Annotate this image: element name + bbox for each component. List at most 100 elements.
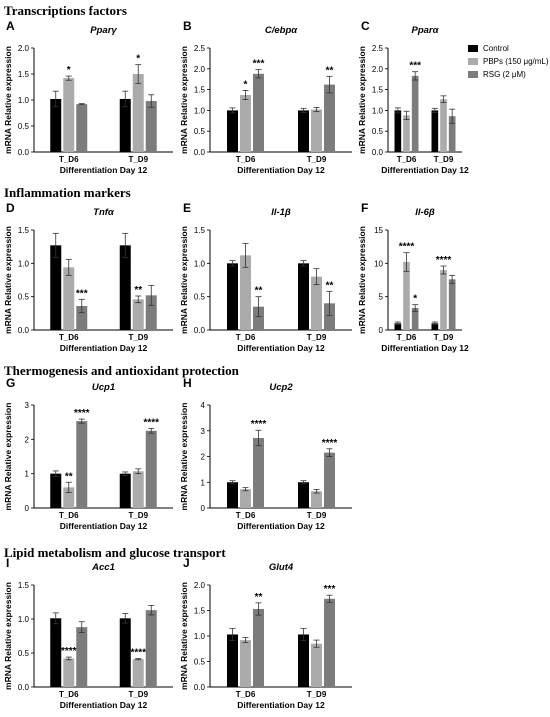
- bar-i-td6-s0: [50, 618, 62, 687]
- panel-label-j: J: [183, 556, 190, 570]
- legend-label-rsg: RSG (2 μM): [483, 70, 526, 79]
- bar-i-td9-s0: [119, 618, 131, 687]
- panel-label-c: C: [361, 19, 370, 33]
- significance-g-2: ****: [143, 417, 159, 428]
- y-axis-label-f: mRNA Relative expression: [357, 226, 367, 334]
- y-axis-label-a: mRNA Relative expression: [3, 46, 13, 154]
- bar-c-td6-s1: [403, 115, 410, 152]
- legend-item-control: Control: [468, 42, 549, 55]
- bar-i-td6-s2: [76, 627, 88, 687]
- bar-h-td6-s1: [240, 489, 251, 508]
- section-title-transcription-factors: Transcriptions factors: [4, 3, 127, 18]
- y-tick-label-b-3: 1.5: [194, 86, 206, 95]
- bar-b-td6-s2: [253, 73, 264, 152]
- y-tick-label-g-1: 1: [25, 470, 30, 479]
- y-axis-label-h: mRNA Relative expression: [179, 403, 189, 511]
- x-tick-label-i-1: T_D9: [128, 690, 148, 699]
- y-tick-label-c-5: 2.5: [372, 44, 384, 53]
- y-tick-label-e-1: 0.5: [194, 293, 206, 302]
- legend-swatch-pbps: [468, 58, 478, 65]
- bar-f-td6-s1: [403, 262, 410, 330]
- y-tick-label-b-0: 0.0: [194, 148, 206, 157]
- y-axis-label-c: mRNA Relative expression: [357, 46, 367, 154]
- significance-f-0: ****: [399, 242, 415, 253]
- bar-c-td6-s2: [411, 75, 419, 152]
- legend-item-rsg: RSG (2 μM): [468, 68, 549, 81]
- bar-d-td9-s1: [132, 299, 144, 330]
- chart-title-i: Acc1: [91, 562, 115, 573]
- y-axis-label-j: mRNA Relative expression: [179, 582, 189, 690]
- y-tick-label-i-1: 0.5: [18, 649, 30, 658]
- x-tick-label-c-0: T_D6: [397, 155, 417, 164]
- bar-j-td9-s0: [298, 634, 309, 687]
- x-axis-label-a: Differentiation Day 12: [60, 165, 148, 175]
- y-tick-label-c-4: 2.0: [372, 65, 384, 74]
- bar-f-td6-s0: [394, 323, 402, 330]
- chart-title-a: Pparγ: [90, 25, 117, 36]
- chart-title-e: Il-1β: [271, 207, 291, 218]
- y-tick-label-b-5: 2.5: [194, 44, 206, 53]
- y-tick-label-i-2: 1.0: [18, 615, 30, 624]
- significance-f-1: *: [413, 294, 417, 305]
- bar-c-td9-s1: [440, 99, 447, 152]
- y-tick-label-a-1: 0.5: [18, 122, 30, 131]
- x-tick-label-a-1: T_D9: [128, 155, 148, 164]
- panel-label-d: D: [6, 201, 15, 215]
- significance-d-1: **: [134, 285, 142, 296]
- x-axis-label-e: Differentiation Day 12: [237, 343, 325, 353]
- chart-title-c: Pparα: [411, 25, 439, 36]
- y-tick-label-c-0: 0.0: [372, 148, 384, 157]
- bar-e-td6-s1: [240, 255, 251, 330]
- significance-e-1: **: [326, 280, 334, 291]
- y-tick-label-f-2: 10: [374, 259, 383, 268]
- x-tick-label-d-1: T_D9: [128, 333, 148, 342]
- bar-a-td6-s1: [63, 78, 75, 152]
- panel-label-e: E: [183, 201, 191, 215]
- y-tick-label-f-0: 0: [379, 326, 384, 335]
- x-tick-label-b-0: T_D6: [236, 155, 256, 164]
- y-tick-label-i-3: 1.5: [18, 581, 30, 590]
- y-tick-label-j-2: 1.0: [194, 632, 206, 641]
- bar-c-td9-s0: [431, 110, 439, 152]
- panel-label-g: G: [6, 376, 15, 390]
- bar-d-td9-s2: [145, 295, 157, 330]
- bar-i-td9-s1: [132, 659, 144, 687]
- bar-j-td9-s1: [311, 643, 322, 687]
- x-tick-label-j-1: T_D9: [307, 690, 327, 699]
- significance-g-1: ****: [74, 408, 90, 419]
- panel-label-h: H: [183, 376, 192, 390]
- panel-label-b: B: [183, 19, 192, 33]
- bar-f-td6-s2: [411, 308, 419, 330]
- legend-swatch-rsg: [468, 71, 478, 78]
- y-tick-label-j-1: 0.5: [194, 658, 206, 667]
- significance-a-1: *: [136, 54, 140, 65]
- y-tick-label-h-2: 2: [201, 453, 206, 462]
- bar-a-td9-s1: [132, 74, 144, 152]
- bar-b-td6-s0: [227, 110, 238, 152]
- bar-i-td6-s1: [63, 658, 75, 687]
- bar-d-td6-s2: [76, 306, 88, 330]
- panel-label-f: F: [361, 201, 368, 215]
- legend-label-control: Control: [483, 44, 509, 53]
- x-tick-label-j-0: T_D6: [236, 690, 256, 699]
- bar-b-td9-s1: [311, 109, 322, 152]
- x-tick-label-h-0: T_D6: [236, 511, 256, 520]
- y-tick-label-d-1: 0.5: [18, 293, 30, 302]
- bar-h-td9-s1: [311, 491, 322, 508]
- chart-title-g: Ucp1: [92, 382, 115, 393]
- y-tick-label-j-0: 0.0: [194, 683, 206, 692]
- y-tick-label-e-3: 1.5: [194, 226, 206, 235]
- significance-e-0: **: [255, 286, 263, 297]
- y-tick-label-h-4: 4: [201, 401, 206, 410]
- bar-j-td9-s2: [324, 598, 335, 687]
- significance-f-2: ****: [436, 255, 452, 266]
- bar-g-td6-s2: [76, 421, 88, 508]
- bar-g-td9-s0: [119, 473, 131, 508]
- section-title-thermogenesis: Thermogenesis and antioxidant protection: [4, 363, 239, 378]
- y-tick-label-j-4: 2.0: [194, 581, 206, 590]
- bar-f-td9-s2: [448, 279, 456, 330]
- bar-f-td9-s1: [440, 270, 447, 330]
- bar-b-td9-s0: [298, 110, 309, 152]
- bar-a-td6-s2: [76, 104, 88, 152]
